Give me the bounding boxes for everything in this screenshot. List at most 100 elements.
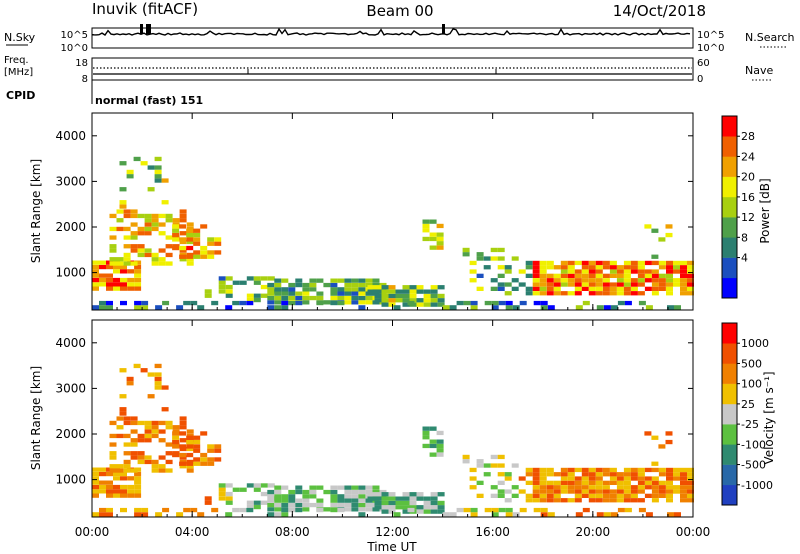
data-cell (186, 228, 194, 233)
data-cell (595, 269, 603, 274)
data-cell (186, 261, 194, 266)
data-cell (680, 493, 687, 498)
data-cell (158, 257, 166, 262)
data-cell (309, 295, 317, 301)
data-cell (423, 302, 431, 307)
data-cell (200, 224, 208, 229)
data-cell (127, 489, 135, 494)
data-cell (260, 491, 268, 497)
data-cell (309, 502, 317, 508)
data-cell (381, 298, 389, 303)
data-cell (253, 276, 261, 281)
data-cell (497, 472, 505, 477)
data-cell (109, 248, 117, 253)
nsky-panel-frame (91, 27, 694, 49)
data-cell (99, 273, 106, 278)
data-cell (267, 305, 275, 310)
data-cell (539, 265, 547, 270)
data-cell (123, 433, 131, 439)
colorbar-tick-label: 24 (741, 150, 755, 163)
data-cell (274, 278, 282, 283)
data-cell (158, 213, 166, 219)
data-cell (120, 282, 127, 287)
data-cell (130, 248, 138, 253)
data-cell (302, 498, 310, 503)
data-cell (176, 512, 184, 517)
data-cell (161, 407, 169, 412)
data-cell (595, 265, 603, 270)
data-cell (429, 219, 437, 224)
data-cell (609, 493, 617, 498)
data-cell (658, 485, 666, 490)
data-cell (673, 467, 680, 473)
data-cell (267, 498, 275, 503)
data-cell (186, 257, 194, 262)
data-cell (106, 484, 113, 490)
data-cell (176, 305, 184, 310)
data-cell (511, 493, 519, 498)
data-cell (680, 265, 687, 270)
data-cell (525, 273, 533, 278)
data-cell (154, 169, 162, 175)
data-cell (274, 498, 282, 503)
x-axis-label: Time UT (366, 540, 417, 554)
data-cell (644, 431, 652, 436)
data-cell (358, 291, 366, 296)
data-cell (134, 489, 142, 494)
data-cell (179, 218, 187, 223)
data-cell (602, 498, 610, 503)
data-cell (388, 289, 396, 294)
data-cell (553, 498, 561, 503)
data-cell (602, 480, 610, 485)
data-cell (323, 489, 331, 495)
data-cell (158, 420, 166, 426)
data-cell (588, 493, 596, 498)
data-cell (616, 265, 624, 270)
data-cell (553, 265, 561, 270)
data-cell (539, 282, 547, 287)
x-tick-label: 04:00 (175, 525, 210, 539)
data-cell (218, 276, 226, 281)
data-cell (525, 498, 533, 503)
data-cell (330, 494, 338, 499)
data-cell (395, 500, 403, 506)
data-cell (602, 485, 610, 490)
data-cell (497, 256, 505, 261)
data-cell (99, 471, 106, 477)
data-cell (281, 305, 289, 310)
data-cell (581, 467, 589, 473)
data-cell (616, 485, 624, 490)
data-cell (316, 278, 324, 283)
data-cell (218, 289, 226, 294)
data-cell (106, 264, 113, 270)
y-tick-label: 1000 (55, 266, 86, 280)
data-cell (92, 484, 99, 490)
y-tick-label: 4000 (55, 129, 86, 143)
data-cell (497, 282, 505, 287)
data-cell (637, 476, 645, 481)
data-cell (483, 463, 491, 468)
data-cell (134, 471, 142, 477)
data-cell (144, 231, 152, 236)
data-cell (436, 241, 444, 246)
data-cell (211, 300, 219, 306)
data-cell (651, 269, 659, 274)
data-cell (644, 286, 652, 291)
colorbar-swatch (722, 196, 737, 218)
data-cell (137, 438, 145, 443)
data-cell (666, 476, 673, 481)
colorbar-swatch (722, 136, 737, 157)
data-cell (151, 433, 159, 439)
data-cell (99, 277, 106, 283)
data-cell (595, 493, 603, 498)
data-cell (560, 489, 568, 494)
data-cell (372, 278, 380, 283)
data-cell (351, 494, 359, 499)
data-cell (667, 512, 674, 517)
data-cell (409, 298, 417, 303)
data-cell (539, 472, 547, 477)
data-cell (673, 260, 680, 266)
data-cell (687, 278, 694, 283)
data-cell (423, 509, 431, 514)
data-cell (365, 502, 373, 508)
